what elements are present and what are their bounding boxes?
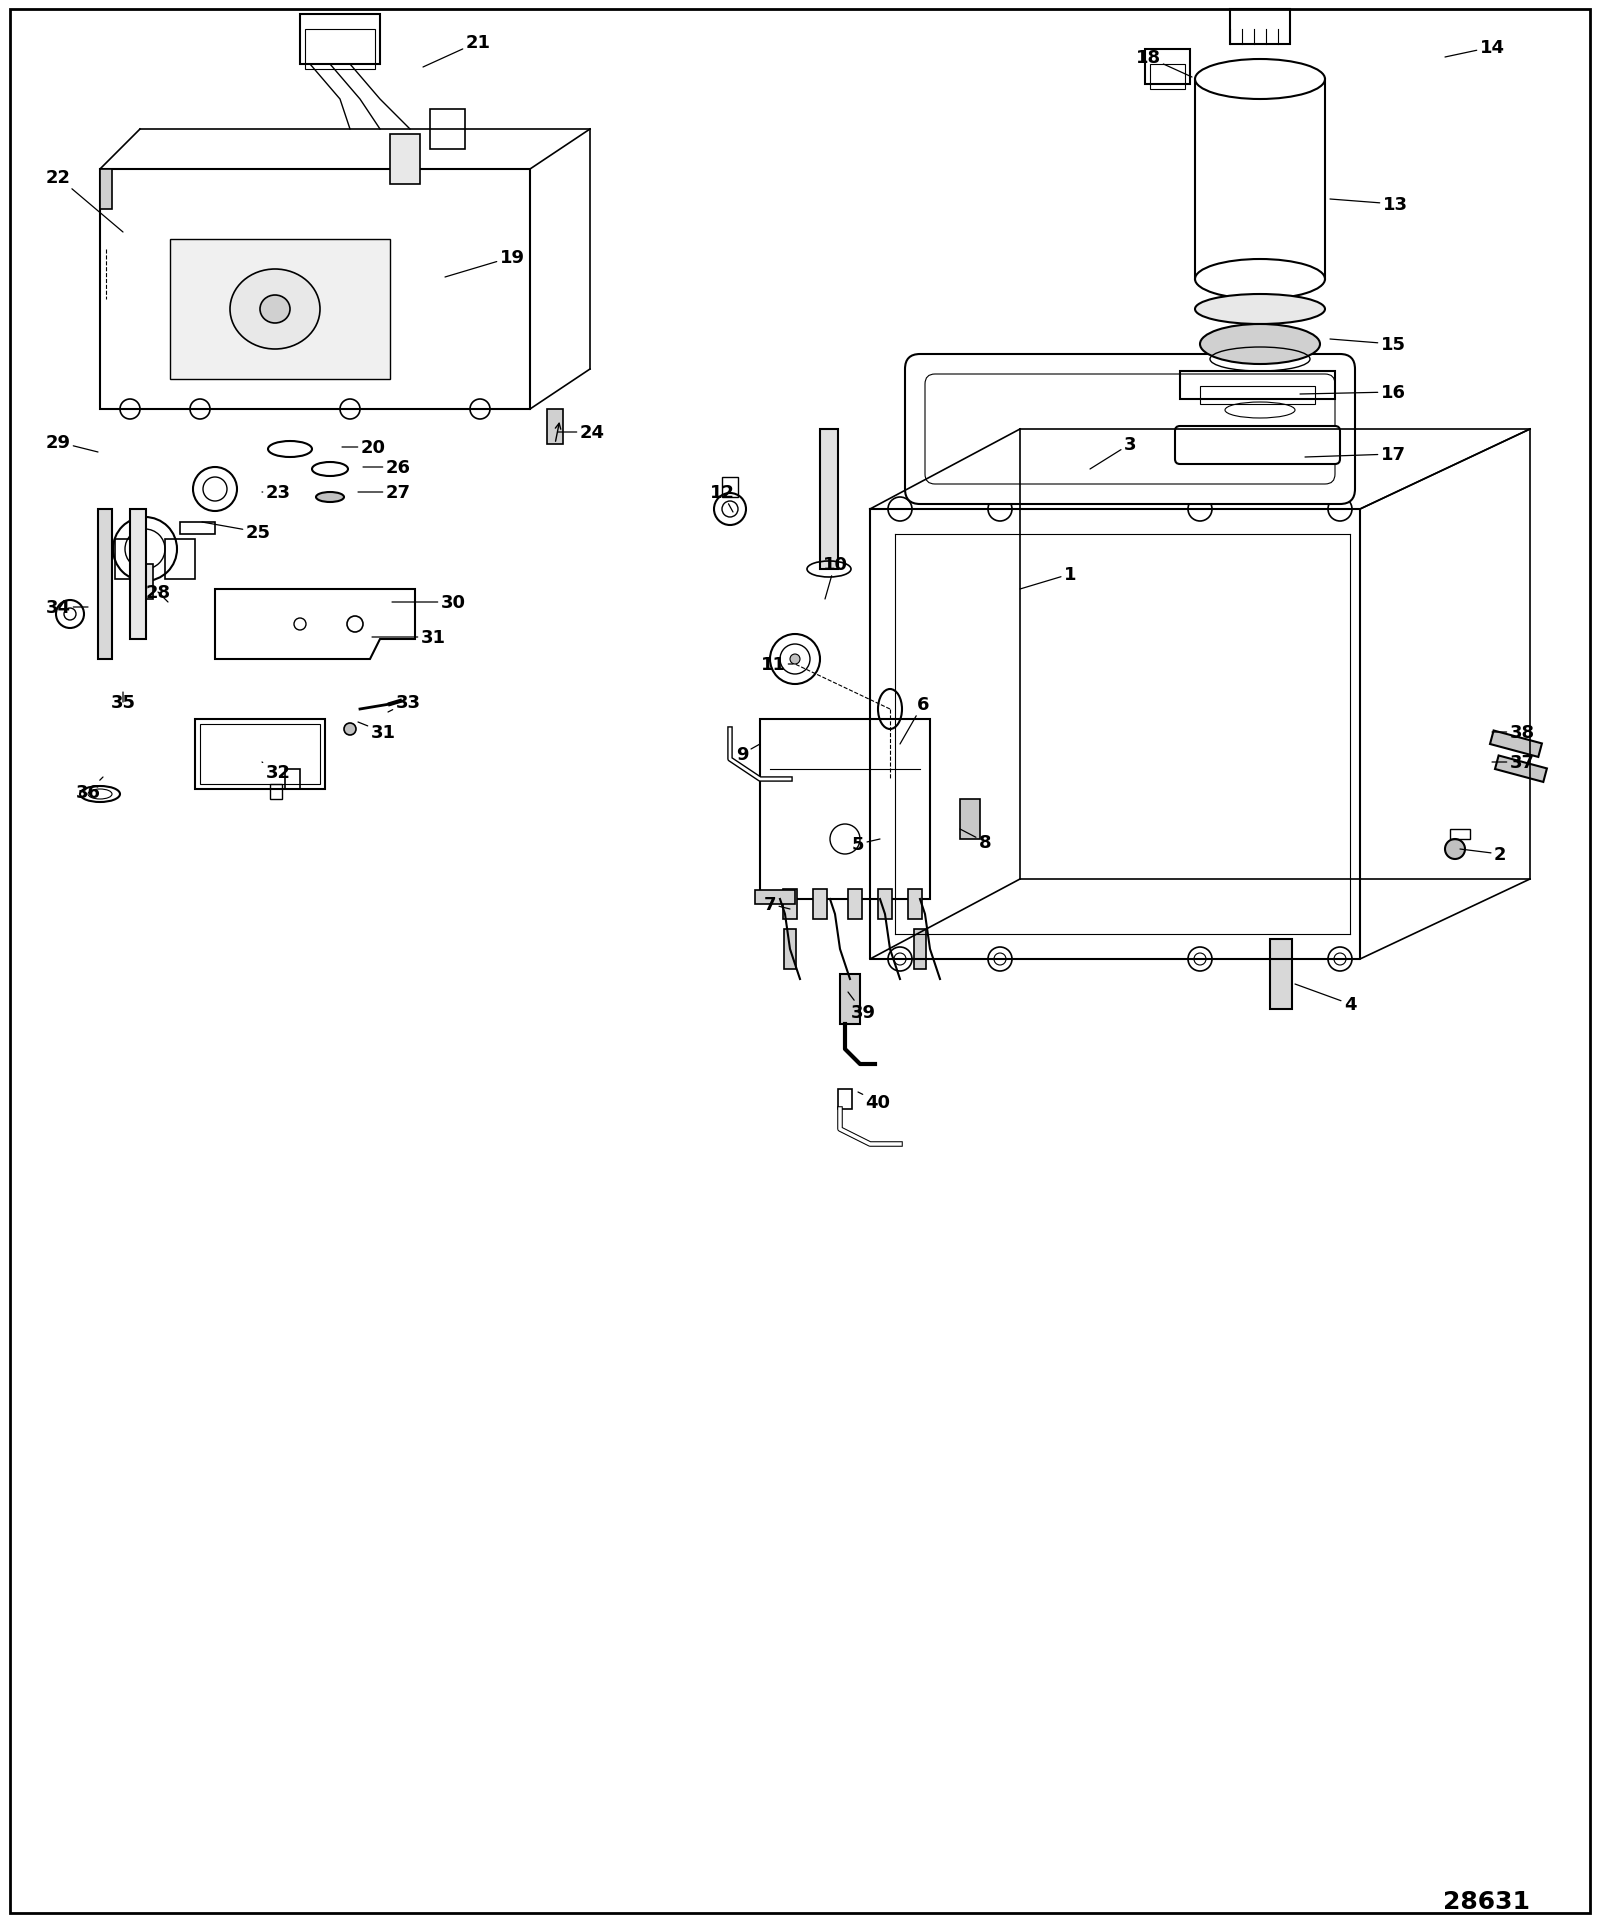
Bar bbox=[960, 800, 979, 840]
Bar bbox=[170, 240, 390, 381]
Text: 20: 20 bbox=[342, 438, 386, 458]
Text: 32: 32 bbox=[262, 763, 291, 781]
Bar bbox=[130, 510, 146, 640]
Text: 10: 10 bbox=[822, 556, 848, 600]
Text: 34: 34 bbox=[45, 598, 88, 617]
Text: 33: 33 bbox=[387, 694, 421, 713]
Text: 3: 3 bbox=[1090, 437, 1136, 469]
Bar bbox=[838, 1090, 851, 1110]
Bar bbox=[200, 725, 320, 785]
Polygon shape bbox=[214, 590, 414, 660]
Text: 12: 12 bbox=[709, 485, 734, 513]
Bar bbox=[165, 540, 195, 579]
Text: 26: 26 bbox=[363, 460, 411, 477]
Text: 2: 2 bbox=[1459, 846, 1506, 863]
Text: 28: 28 bbox=[146, 585, 171, 602]
Bar bbox=[1150, 65, 1186, 90]
Text: 16: 16 bbox=[1299, 385, 1405, 402]
Circle shape bbox=[790, 654, 800, 665]
Bar bbox=[306, 31, 374, 69]
Text: 19: 19 bbox=[445, 248, 525, 277]
Bar bbox=[784, 929, 797, 969]
Bar bbox=[782, 890, 797, 919]
Bar bbox=[195, 719, 325, 790]
Text: 8: 8 bbox=[960, 829, 992, 852]
FancyBboxPatch shape bbox=[906, 356, 1355, 504]
Text: 7: 7 bbox=[763, 896, 790, 913]
Bar bbox=[138, 565, 154, 600]
Bar bbox=[760, 719, 930, 900]
Ellipse shape bbox=[1195, 294, 1325, 325]
Bar bbox=[1494, 756, 1547, 783]
Text: 38: 38 bbox=[1491, 723, 1534, 742]
Text: 11: 11 bbox=[760, 656, 794, 673]
Text: 29: 29 bbox=[45, 435, 98, 452]
Text: 6: 6 bbox=[899, 696, 930, 744]
Text: 21: 21 bbox=[422, 35, 491, 67]
Text: 22: 22 bbox=[45, 169, 123, 233]
Bar bbox=[755, 890, 795, 904]
Bar bbox=[98, 510, 112, 660]
Text: 39: 39 bbox=[848, 992, 875, 1021]
Bar bbox=[914, 929, 926, 969]
FancyBboxPatch shape bbox=[1174, 427, 1341, 465]
Bar bbox=[813, 890, 827, 919]
Bar bbox=[819, 429, 838, 569]
Bar bbox=[909, 890, 922, 919]
Bar bbox=[285, 769, 301, 790]
Bar bbox=[722, 477, 738, 498]
Text: 37: 37 bbox=[1491, 754, 1534, 771]
Text: 14: 14 bbox=[1445, 38, 1504, 58]
Bar bbox=[1450, 829, 1470, 840]
FancyBboxPatch shape bbox=[925, 375, 1334, 485]
Text: 15: 15 bbox=[1330, 337, 1405, 354]
Text: 40: 40 bbox=[858, 1092, 891, 1111]
Text: 28631: 28631 bbox=[1443, 1888, 1530, 1913]
Bar bbox=[115, 540, 146, 579]
Bar bbox=[99, 169, 112, 210]
Bar bbox=[1181, 371, 1334, 400]
Text: 31: 31 bbox=[358, 723, 395, 742]
Bar bbox=[430, 110, 466, 150]
Text: 25: 25 bbox=[202, 523, 270, 542]
Bar bbox=[848, 890, 862, 919]
Bar bbox=[1490, 731, 1542, 758]
Bar bbox=[1200, 387, 1315, 404]
Bar bbox=[301, 15, 381, 65]
Text: 31: 31 bbox=[371, 629, 445, 646]
Text: 4: 4 bbox=[1294, 985, 1357, 1013]
Text: 9: 9 bbox=[736, 744, 760, 763]
Bar bbox=[179, 523, 214, 535]
Circle shape bbox=[344, 723, 355, 737]
Text: 30: 30 bbox=[392, 594, 466, 612]
Text: 13: 13 bbox=[1330, 196, 1408, 213]
Ellipse shape bbox=[230, 269, 320, 350]
Bar bbox=[547, 410, 563, 444]
Text: 5: 5 bbox=[851, 837, 880, 854]
Text: 35: 35 bbox=[110, 692, 136, 712]
Circle shape bbox=[1445, 840, 1466, 860]
Text: 23: 23 bbox=[262, 485, 291, 502]
Bar bbox=[840, 975, 861, 1025]
Bar bbox=[1270, 940, 1293, 1010]
Ellipse shape bbox=[1200, 325, 1320, 365]
Text: 18: 18 bbox=[1136, 48, 1192, 79]
Text: 24: 24 bbox=[558, 423, 605, 442]
Bar bbox=[390, 135, 419, 185]
Ellipse shape bbox=[259, 296, 290, 323]
Text: 17: 17 bbox=[1306, 446, 1405, 463]
Bar bbox=[270, 785, 282, 800]
Ellipse shape bbox=[317, 492, 344, 502]
Text: 27: 27 bbox=[358, 485, 411, 502]
Bar bbox=[1146, 50, 1190, 85]
Text: 1: 1 bbox=[1021, 565, 1077, 590]
Bar bbox=[99, 169, 530, 410]
Bar bbox=[1230, 10, 1290, 44]
Bar bbox=[878, 890, 893, 919]
Text: 36: 36 bbox=[75, 777, 102, 802]
